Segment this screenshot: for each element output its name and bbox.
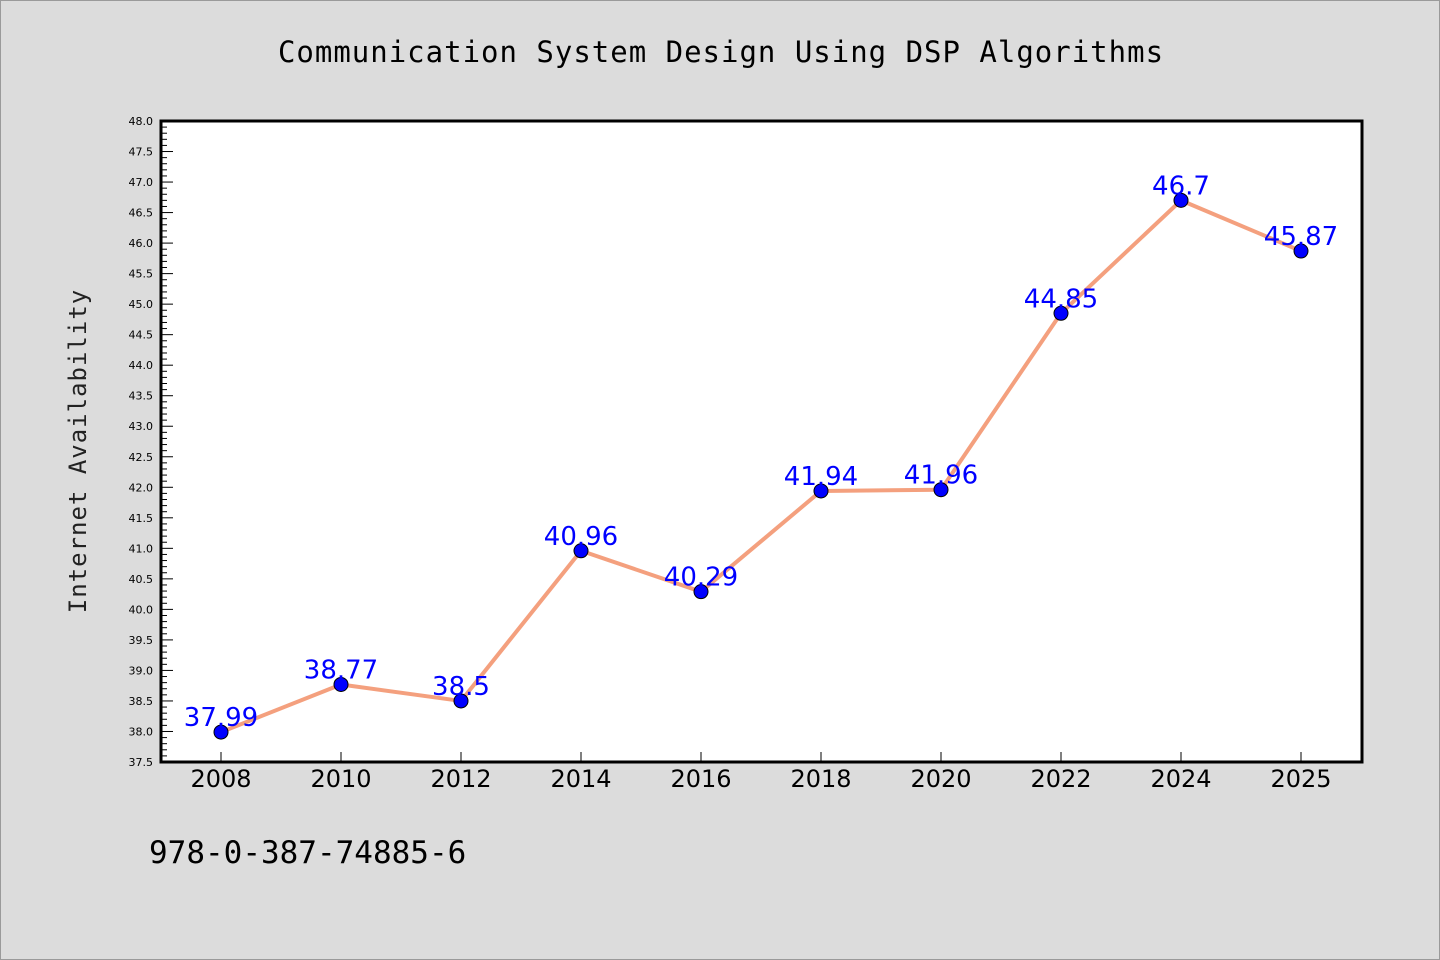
y-tick-label: 46.5 (129, 207, 154, 220)
y-tick-label: 38.5 (129, 695, 154, 708)
data-point-label: 45.87 (1264, 222, 1338, 252)
data-point-label: 38.5 (432, 672, 490, 702)
x-tick-label: 2016 (670, 765, 731, 793)
plot-area (159, 119, 1364, 764)
data-point-label: 44.85 (1024, 284, 1098, 314)
chart-title: Communication System Design Using DSP Al… (277, 35, 1165, 69)
x-tick-label: 2020 (910, 765, 971, 793)
y-tick-label: 48.0 (129, 115, 154, 128)
y-tick-label: 46.0 (129, 237, 154, 250)
data-point-label: 40.29 (664, 563, 738, 593)
x-tick-label: 2025 (1270, 765, 1331, 793)
series-markers (213, 192, 1309, 740)
x-axis: 2008 2010 2012 2014 2016 2018 2020 2022 2024 2025 (190, 752, 1332, 793)
data-point-label: 40.96 (544, 522, 618, 552)
x-tick-label: 2024 (1150, 765, 1211, 793)
isbn-label: 978-0-387-74885-6 (149, 835, 467, 871)
y-tick-label: 45.5 (129, 268, 154, 281)
y-tick-label: 43.0 (129, 420, 154, 433)
x-tick-label: 2018 (790, 765, 851, 793)
y-tick-label: 37.5 (129, 756, 154, 769)
data-point-marker (573, 543, 589, 559)
data-point-marker (333, 676, 349, 692)
y-tick-label: 40.5 (129, 573, 154, 586)
y-tick-label: 47.0 (129, 176, 154, 189)
data-point-marker (1173, 192, 1189, 208)
data-point-label: 41.94 (784, 462, 858, 492)
y-tick-label: 45.0 (129, 298, 154, 311)
y-axis-title: Internet Availability (64, 289, 92, 613)
x-tick-label: 2010 (310, 765, 371, 793)
x-tick-label: 2008 (190, 765, 251, 793)
y-axis: 37.5 38.0 38.5 39.0 39.5 40.0 40.5 41.0 41.5 42.0… (129, 115, 173, 769)
data-point-marker (1053, 305, 1069, 321)
data-point-label: 41.96 (904, 461, 978, 491)
y-tick-label: 40.0 (129, 603, 154, 616)
y-tick-label: 41.0 (129, 542, 154, 555)
x-tick-label: 2022 (1030, 765, 1091, 793)
data-point-label: 38.77 (304, 655, 378, 685)
x-tick-label: 2012 (430, 765, 491, 793)
series-line (220, 198, 1302, 734)
x-tick-label: 2014 (550, 765, 611, 793)
y-tick-label: 39.5 (129, 634, 154, 647)
data-point-marker (213, 724, 229, 740)
data-point-label: 46.7 (1152, 171, 1210, 201)
data-point-marker (933, 482, 949, 498)
data-point-marker (813, 483, 829, 499)
y-tick-label: 42.0 (129, 481, 154, 494)
y-tick-label: 39.0 (129, 664, 154, 677)
data-point-marker (1293, 243, 1309, 259)
data-point-marker (453, 693, 469, 709)
y-tick-label: 44.5 (129, 329, 154, 342)
y-tick-label: 47.5 (129, 146, 154, 159)
y-tick-label: 41.5 (129, 512, 154, 525)
data-point-marker (693, 584, 709, 600)
y-tick-label: 43.5 (129, 390, 154, 403)
y-tick-label: 38.0 (129, 725, 154, 738)
y-tick-label: 44.0 (129, 359, 154, 372)
data-point-label: 37.99 (184, 703, 258, 733)
y-tick-label: 42.5 (129, 451, 154, 464)
series-data-labels: 37.99 38.77 38.5 40.96 40.29 41.94 41.96 44.85 4… (184, 171, 1338, 733)
